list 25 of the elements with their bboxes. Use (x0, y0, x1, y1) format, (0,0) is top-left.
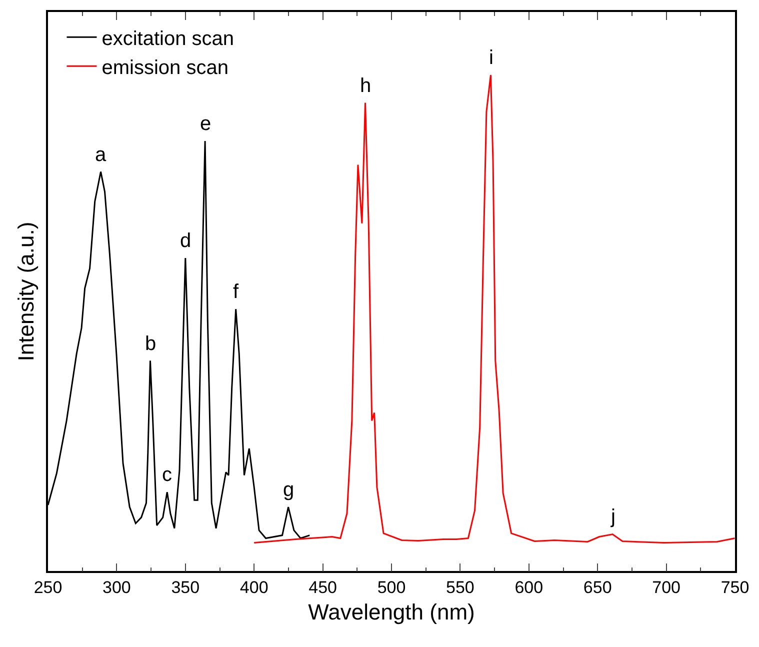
x-tick-label: 450 (308, 578, 337, 598)
annotation: d (180, 230, 192, 252)
annotation: g (283, 479, 294, 501)
annotation: i (489, 47, 494, 69)
x-tick-label: 650 (583, 578, 612, 598)
legend-label: excitation scan (102, 28, 234, 50)
x-tick-label: 700 (652, 578, 680, 598)
annotation: b (145, 333, 156, 355)
annotation: h (360, 75, 372, 97)
y-axis-title: Intensity (a.u.) (14, 222, 39, 362)
x-tick-label: 600 (514, 578, 544, 598)
legend-label: emission scan (102, 56, 228, 79)
x-tick-label: 500 (377, 578, 406, 598)
annotation: a (95, 144, 107, 166)
x-tick-label: 300 (102, 578, 131, 598)
x-tick-label: 250 (34, 578, 62, 598)
x-tick-label: 400 (240, 578, 268, 598)
annotation: j (610, 506, 616, 528)
x-tick-label: 750 (720, 578, 750, 598)
annotation: c (162, 464, 172, 486)
annotation: f (233, 281, 239, 303)
x-axis-title: Wavelength (nm) (308, 600, 475, 625)
x-tick-label: 350 (171, 578, 200, 598)
x-tick-label: 550 (446, 578, 474, 598)
annotation: e (200, 113, 212, 135)
